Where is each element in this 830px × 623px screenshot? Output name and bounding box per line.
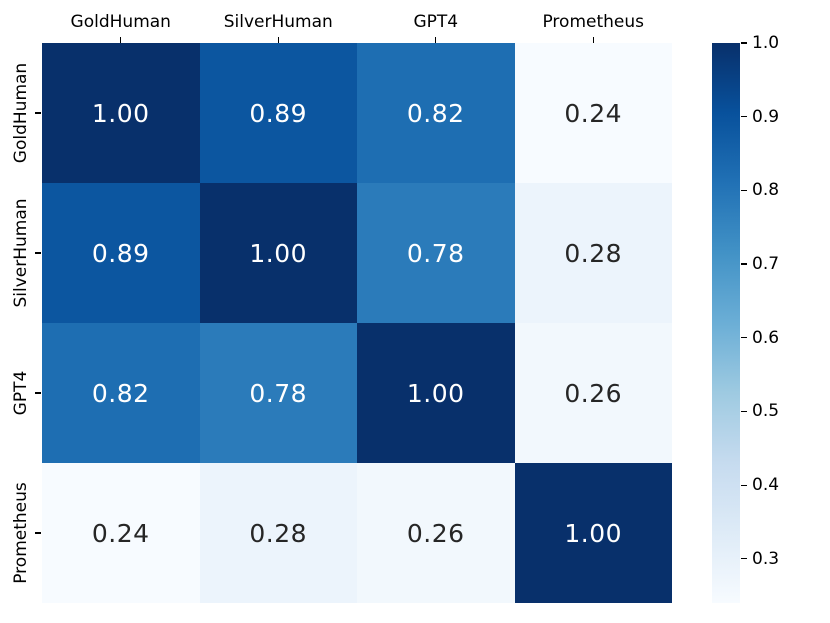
heatmap-grid: 1.00 0.89 0.82 0.24 0.89 1.00 0.78 0.28 0.82 0.78…	[42, 43, 672, 603]
colorbar-tick-label-0.8: 0.8	[752, 180, 780, 201]
colorbar-tick-mark	[741, 410, 747, 412]
x-tick-mark	[435, 37, 437, 43]
colorbar-tick-label-0.7: 0.7	[752, 254, 780, 275]
x-tick-label-SilverHuman: SilverHuman	[223, 12, 333, 32]
y-tick-label-GPT4: GPT4	[11, 370, 31, 416]
y-tick-mark	[35, 392, 41, 394]
colorbar-tick-mark	[741, 116, 747, 118]
colorbar-tick-mark	[741, 263, 747, 265]
colorbar-tick-mark	[741, 558, 747, 560]
y-tick-mark	[35, 532, 41, 534]
heatmap-cell-GPT4-SilverHuman: 0.78	[199, 323, 357, 463]
x-tick-label-GPT4: GPT4	[413, 12, 459, 32]
colorbar-tick-mark	[741, 42, 747, 44]
heatmap-cell-Prometheus-Prometheus: 1.00	[514, 463, 672, 603]
heatmap-cell-SilverHuman-GoldHuman: 0.89	[42, 183, 200, 323]
heatmap-cell-Prometheus-SilverHuman: 0.28	[199, 463, 357, 603]
colorbar-tick-mark	[741, 189, 747, 191]
colorbar-tick-mark	[741, 337, 747, 339]
heatmap-cell-GPT4-GoldHuman: 0.82	[42, 323, 200, 463]
heatmap-cell-GPT4-Prometheus: 0.26	[514, 323, 672, 463]
x-tick-mark	[592, 37, 594, 43]
x-tick-mark	[120, 37, 122, 43]
heatmap-cell-GoldHuman-GPT4: 0.82	[357, 43, 515, 183]
x-tick-label-GoldHuman: GoldHuman	[70, 12, 171, 32]
heatmap-cell-GPT4-GPT4: 1.00	[357, 323, 515, 463]
colorbar-tick-label-0.6: 0.6	[752, 327, 780, 348]
colorbar-tick-label-1.0: 1.0	[752, 33, 780, 53]
y-tick-label-SilverHuman: SilverHuman	[11, 198, 31, 308]
x-tick-mark	[277, 37, 279, 43]
heatmap-cell-SilverHuman-Prometheus: 0.28	[514, 183, 672, 323]
y-tick-mark	[35, 252, 41, 254]
heatmap-cell-SilverHuman-GPT4: 0.78	[357, 183, 515, 323]
heatmap-cell-SilverHuman-SilverHuman: 1.00	[199, 183, 357, 323]
colorbar-tick-label-0.9: 0.9	[752, 106, 780, 127]
heatmap-cell-GoldHuman-SilverHuman: 0.89	[199, 43, 357, 183]
y-tick-mark	[35, 112, 41, 114]
heatmap-cell-GoldHuman-Prometheus: 0.24	[514, 43, 672, 183]
y-tick-label-Prometheus: Prometheus	[11, 482, 31, 584]
x-tick-label-Prometheus: Prometheus	[542, 12, 645, 32]
colorbar-tick-label-0.4: 0.4	[752, 475, 780, 496]
heatmap-cell-Prometheus-GPT4: 0.26	[357, 463, 515, 603]
heatmap-cell-GoldHuman-GoldHuman: 1.00	[42, 43, 200, 183]
colorbar-tick-label-0.5: 0.5	[752, 401, 780, 422]
y-tick-label-GoldHuman: GoldHuman	[11, 62, 31, 164]
colorbar-tick-mark	[741, 484, 747, 486]
colorbar	[712, 43, 740, 603]
heatmap-cell-Prometheus-GoldHuman: 0.24	[42, 463, 200, 603]
colorbar-tick-label-0.3: 0.3	[752, 548, 780, 569]
